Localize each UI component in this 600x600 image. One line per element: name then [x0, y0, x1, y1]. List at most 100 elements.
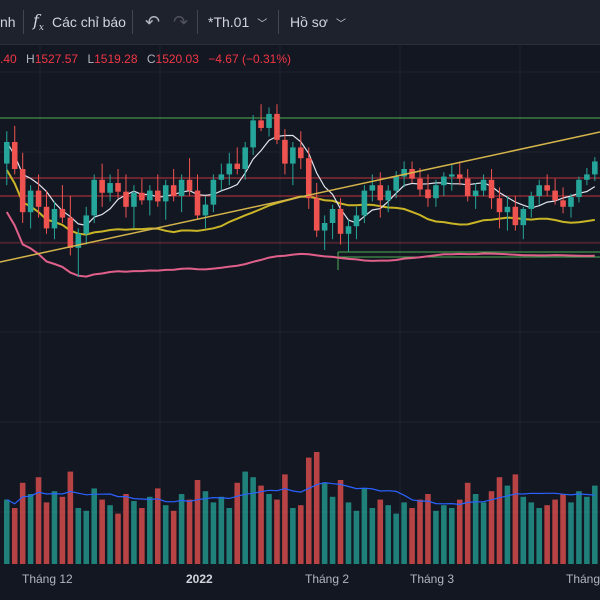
- candle: [536, 179, 542, 205]
- volume-bar: [305, 457, 312, 564]
- volume-bar: [544, 505, 550, 564]
- candle: [329, 204, 336, 240]
- candle-body: [234, 163, 241, 169]
- candle-body: [552, 190, 558, 201]
- volume-bar: [258, 485, 264, 564]
- volume-bar: [393, 513, 399, 564]
- candle-body: [19, 169, 26, 213]
- volume-bar: [35, 477, 42, 564]
- candle-body: [401, 169, 407, 177]
- volume-bar: [321, 482, 328, 564]
- candle: [290, 142, 296, 186]
- volume-bar: [456, 499, 463, 564]
- candle: [194, 174, 201, 220]
- volume-bars: [4, 452, 598, 564]
- chevron-down-icon: ﹀: [257, 18, 268, 30]
- candle-body: [75, 233, 82, 248]
- candle-body: [83, 215, 90, 234]
- candle-body: [27, 190, 34, 213]
- candle-body: [520, 208, 527, 226]
- candle: [170, 169, 177, 202]
- candle: [568, 193, 574, 218]
- candle-body: [91, 179, 97, 216]
- volume-bar: [162, 505, 169, 564]
- candle-body: [107, 183, 113, 193]
- candle-body: [99, 179, 105, 193]
- undo-icon[interactable]: ↶: [145, 11, 161, 32]
- volume-ma-line: [6, 481, 595, 506]
- candle: [210, 174, 217, 213]
- candle: [576, 176, 582, 203]
- volume-bar: [313, 452, 320, 564]
- x-axis-label: Tháng 2: [305, 572, 350, 586]
- candle-body: [35, 190, 42, 207]
- toolbar-divider: [197, 10, 198, 34]
- candle: [75, 228, 82, 277]
- candle: [258, 104, 264, 132]
- candle-body: [353, 215, 360, 227]
- candle-body: [345, 226, 352, 234]
- price-chart[interactable]: [0, 44, 600, 600]
- candle: [162, 179, 169, 220]
- candle: [218, 163, 225, 191]
- volume-bar: [449, 508, 455, 564]
- candle-body: [250, 120, 256, 148]
- candle-body: [488, 179, 495, 199]
- low-key: L: [87, 52, 95, 66]
- candle-body: [433, 185, 439, 199]
- volume-bar: [83, 510, 90, 564]
- candle-body: [329, 208, 336, 223]
- volume-bar: [592, 485, 598, 564]
- volume-bar: [131, 501, 137, 564]
- candle-body: [584, 174, 590, 180]
- volume-bar: [536, 508, 542, 564]
- volume-bar: [528, 502, 535, 564]
- candle-body: [123, 191, 129, 207]
- candle-body: [369, 185, 376, 191]
- profile-dropdown[interactable]: Hồ sơ ﹀: [290, 0, 346, 44]
- toolbar-fragment-label[interactable]: nh: [0, 0, 22, 44]
- high-key: H: [26, 52, 35, 66]
- volume-bar: [139, 508, 145, 564]
- volume-bar: [91, 488, 97, 564]
- candle: [27, 185, 34, 229]
- candle-body: [464, 178, 471, 196]
- volume-bar: [353, 510, 360, 564]
- candle: [496, 187, 503, 229]
- candle: [282, 129, 288, 175]
- candle: [250, 115, 256, 155]
- ohlc-legend: .40 H1527.57 L1519.28 C1520.03 −4.67 (−0…: [0, 52, 297, 66]
- close-key: C: [146, 52, 156, 66]
- candle: [305, 147, 312, 209]
- volume-bar: [520, 496, 527, 564]
- candle: [504, 196, 511, 231]
- volume-bar: [464, 482, 471, 564]
- indicators-button[interactable]: fx Các chỉ báo: [33, 0, 126, 44]
- candle: [226, 152, 233, 186]
- candle-body: [441, 176, 447, 186]
- function-icon: fx: [33, 10, 44, 34]
- volume-bar: [560, 494, 566, 564]
- candle-body: [568, 197, 574, 207]
- candle-body: [385, 190, 392, 201]
- volume-bar: [377, 499, 384, 564]
- redo-icon[interactable]: ↷: [173, 11, 189, 32]
- volume-bar: [123, 494, 129, 564]
- candle-body: [178, 179, 185, 196]
- interval-dropdown[interactable]: *Th.01 ﹀: [208, 0, 267, 44]
- candle: [560, 187, 566, 214]
- candle-body: [226, 163, 233, 175]
- candle: [385, 185, 392, 213]
- candle: [242, 142, 248, 180]
- candle: [139, 178, 145, 205]
- volume-bar: [99, 499, 105, 564]
- candle-body: [11, 142, 18, 169]
- candle-body: [576, 179, 582, 198]
- profile-label: Hồ sơ: [290, 14, 328, 30]
- volume-bar: [290, 508, 296, 564]
- candle: [441, 172, 447, 196]
- volume-bar: [361, 488, 368, 564]
- candle-body: [202, 204, 209, 216]
- x-axis-label: Tháng: [566, 572, 600, 586]
- candle: [345, 219, 352, 253]
